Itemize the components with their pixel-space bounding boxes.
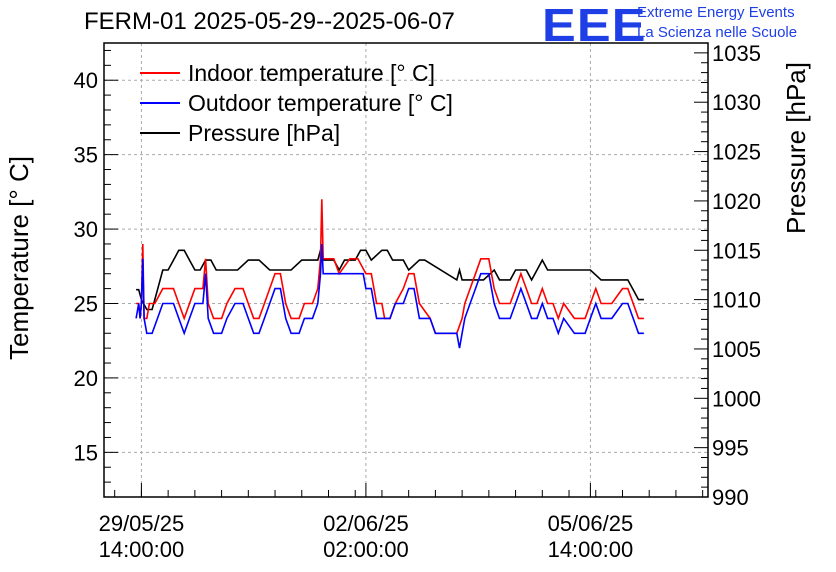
- grid-lines: [104, 43, 708, 497]
- eee-logo-caption: Extreme Energy Events La Scienza nelle S…: [637, 3, 797, 43]
- y2-tick-label: 1025: [712, 140, 761, 165]
- legend-label-1: Outdoor temperature [° C]: [188, 90, 453, 116]
- series-line-0: [136, 199, 644, 335]
- y-tick-label: 20: [74, 366, 98, 391]
- y2-tick-label: 1015: [712, 238, 761, 263]
- y-tick-label: 35: [74, 143, 98, 168]
- y2-tick-label: 1035: [712, 41, 761, 66]
- y2-tick-label: 1010: [712, 288, 761, 313]
- y-tick-label: 25: [74, 291, 98, 316]
- y2-tick-label: 1030: [712, 90, 761, 115]
- series-line-2: [136, 247, 644, 311]
- y2-tick-label: 1020: [712, 189, 761, 214]
- x-tick-label-time: 14:00:00: [548, 537, 634, 562]
- x-tick-label-date: 05/06/25: [548, 511, 634, 536]
- x-tick-label-time: 02:00:00: [323, 537, 409, 562]
- y-tick-label: 30: [74, 217, 98, 242]
- series-group: [135, 199, 644, 349]
- legend-label-0: Indoor temperature [° C]: [188, 60, 435, 86]
- y2-tick-label: 995: [712, 436, 749, 461]
- logo-line-2: La Scienza nelle Scuole: [637, 24, 798, 41]
- y-axis-title: Temperature [° C]: [4, 156, 34, 360]
- y2-tick-label: 990: [712, 485, 749, 510]
- x-tick-label-time: 14:00:00: [99, 537, 185, 562]
- x-tick-label-date: 02/06/25: [323, 511, 409, 536]
- series-line-1: [135, 243, 644, 349]
- x-tick-label-date: 29/05/25: [99, 511, 185, 536]
- axes-group: 15 20 25 30 35 40 990 995 1000 1005 1010 1015 1020 10…: [74, 41, 761, 562]
- logo-line-1: Extreme Energy Events: [637, 4, 795, 21]
- y-tick-label: 40: [74, 68, 98, 93]
- chart-title: FERM-01 2025-05-29--2025-06-07: [84, 8, 455, 35]
- y2-tick-label: 1005: [712, 337, 761, 362]
- y-tick-label: 15: [74, 440, 98, 465]
- legend: Indoor temperature [° C] Outdoor temperat…: [140, 60, 453, 146]
- y2-tick-label: 1000: [712, 386, 761, 411]
- legend-label-2: Pressure [hPa]: [188, 120, 340, 146]
- y2-axis-title: Pressure [hPa]: [781, 62, 811, 234]
